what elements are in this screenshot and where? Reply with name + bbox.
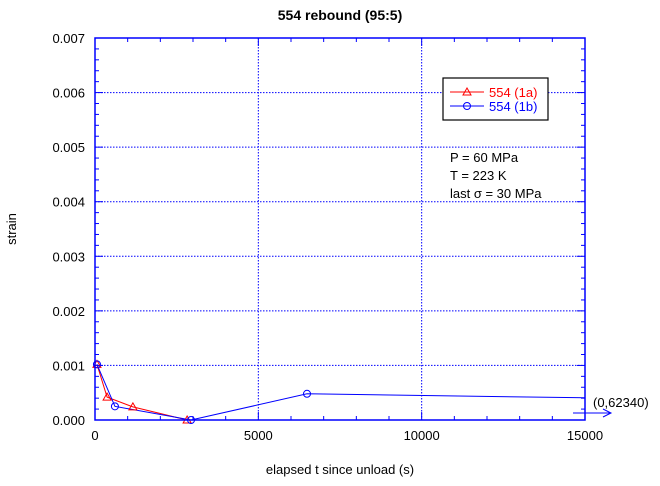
x-tick-label: 15000 xyxy=(567,428,603,443)
x-axis-label: elapsed t since unload (s) xyxy=(266,462,414,477)
y-tick-label: 0.000 xyxy=(52,413,85,428)
y-tick-label: 0.001 xyxy=(52,358,85,373)
y-tick-label: 0.006 xyxy=(52,86,85,101)
circle-data-point xyxy=(110,402,119,411)
y-axis-label: strain xyxy=(4,213,19,245)
annotation-temperature: T = 223 K xyxy=(450,168,507,183)
annotation-pressure: P = 60 MPa xyxy=(450,150,519,165)
annotation-stress: last σ = 30 MPa xyxy=(450,186,542,201)
legend-label-1a: 554 (1a) xyxy=(489,85,537,100)
y-tick-label: 0.003 xyxy=(52,249,85,264)
series-line-1 xyxy=(96,364,585,420)
triangle-data-point xyxy=(128,401,138,411)
circle-marker-icon xyxy=(463,102,471,110)
chart-title: 554 rebound (95:5) xyxy=(278,7,402,23)
legend-box xyxy=(442,77,549,121)
legend-label-1b: 554 (1b) xyxy=(489,99,537,114)
triangle-data-point xyxy=(102,392,112,401)
y-tick-label: 0.002 xyxy=(52,304,85,319)
offscale-label: (0,62340) xyxy=(593,395,649,410)
series-line-0 xyxy=(96,364,188,420)
y-tick-label: 0.004 xyxy=(52,195,85,210)
x-tick-label: 0 xyxy=(91,428,98,443)
y-tick-label: 0.007 xyxy=(52,31,85,46)
y-tick-label: 0.005 xyxy=(52,140,85,155)
circle-data-point xyxy=(303,389,312,398)
legend: 554 (1a) 554 (1b) xyxy=(442,77,549,121)
plot-frame xyxy=(94,37,586,421)
arrow-right-icon xyxy=(602,408,613,418)
triangle-marker-icon xyxy=(462,86,472,96)
x-tick-label: 5000 xyxy=(244,428,273,443)
x-tick-label: 10000 xyxy=(404,428,440,443)
circle-data-point xyxy=(92,360,101,369)
